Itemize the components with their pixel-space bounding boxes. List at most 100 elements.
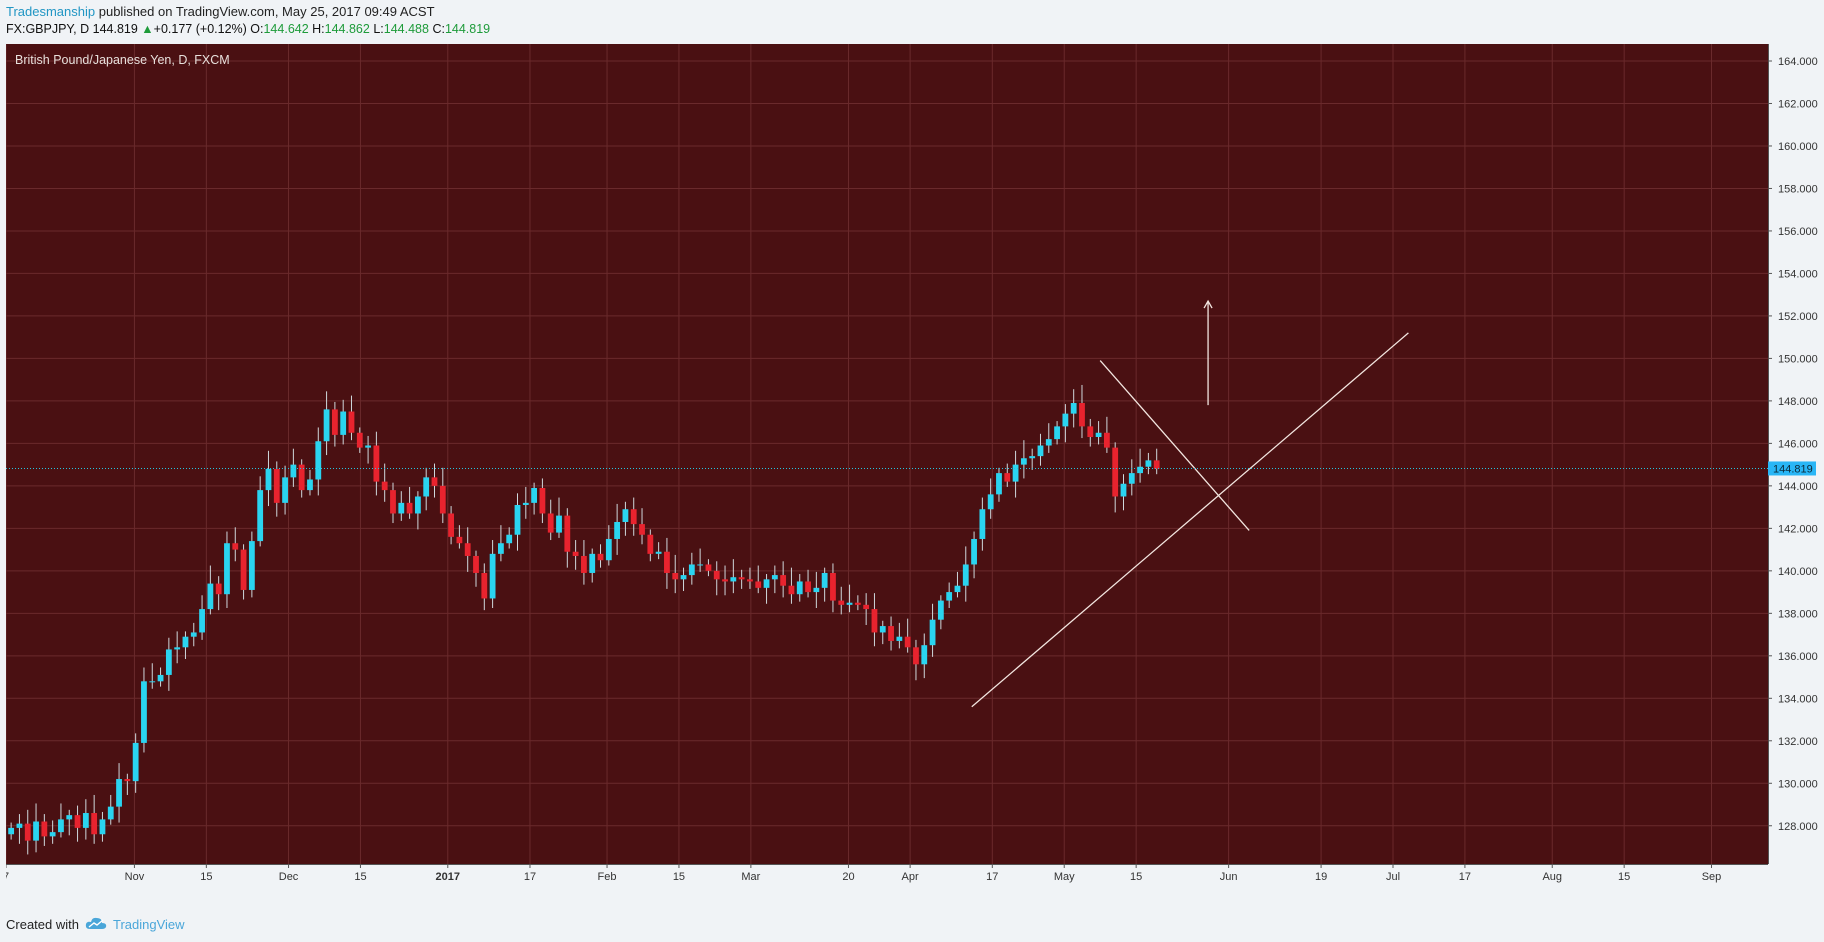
candle-down <box>439 485 446 514</box>
candle-up <box>1037 445 1044 457</box>
candle-down <box>747 579 753 582</box>
candle-up <box>315 441 322 480</box>
candle-up <box>937 600 944 620</box>
candle-up <box>589 553 596 573</box>
price-change: +0.177 (+0.12%) <box>153 22 247 36</box>
candle-up <box>987 494 994 510</box>
time-tick-label: Jul <box>1386 871 1400 883</box>
time-tick-label: May <box>1054 871 1075 883</box>
candle-up <box>556 515 562 533</box>
candle-down <box>664 551 670 573</box>
chart-title: British Pound/Japanese Yen, D, FXCM <box>15 53 230 67</box>
candle-up <box>1054 426 1060 440</box>
candle-up <box>248 541 255 590</box>
candle-up <box>954 585 961 593</box>
candle-down <box>356 432 363 448</box>
candle-down <box>1087 426 1094 438</box>
tradingview-link[interactable]: TradingView <box>85 916 185 933</box>
publish-info: Tradesmanship published on TradingView.c… <box>6 4 435 20</box>
candle-up <box>1128 473 1135 484</box>
candle-up <box>979 509 986 539</box>
last-price: 144.819 <box>92 22 138 36</box>
candles <box>8 384 1160 855</box>
price-badge-label: 144.819 <box>1773 463 1813 475</box>
candle-down <box>473 555 479 573</box>
candle-up <box>107 806 114 820</box>
candle-down <box>448 513 454 537</box>
trendline <box>1099 360 1250 531</box>
footer: Created with TradingView <box>6 916 185 933</box>
candle-down <box>381 481 388 491</box>
close-value: 144.819 <box>444 22 491 36</box>
price-tick-label: 130.000 <box>1778 778 1818 790</box>
candle-down <box>871 609 878 633</box>
candle-up <box>622 509 629 522</box>
candle-up <box>8 827 15 835</box>
candle-down <box>348 411 355 433</box>
candle-up <box>971 538 977 565</box>
candle-up <box>257 490 264 542</box>
low-label: L: <box>373 22 384 36</box>
trendline <box>971 332 1409 708</box>
chart-area[interactable]: British Pound/Japanese Yen, D, FXCM 164.… <box>3 44 1818 904</box>
tradingview-cloud-icon <box>85 916 107 933</box>
author-link[interactable]: Tradesmanship <box>6 4 96 19</box>
candle-down <box>539 487 546 514</box>
candle-up <box>265 468 272 491</box>
candle-up <box>323 409 330 442</box>
candle-up <box>33 821 39 841</box>
time-tick-label: 17 <box>1459 871 1471 883</box>
candle-down <box>572 551 579 556</box>
candle-down <box>854 602 861 605</box>
published-text: published on TradingView.com, May 25, 20… <box>95 4 435 19</box>
tradingview-brand: TradingView <box>112 917 185 932</box>
price-axis[interactable]: 164.000 162.000 160.000 158.000 156.000 154.0… <box>1768 44 1818 864</box>
time-axis[interactable]: 7 Nov 15 Dec 15 2017 17 Feb 15 Mar 20 Apr 17 May 15 Jun… <box>3 864 1818 904</box>
candle-up <box>688 564 695 576</box>
price-tick-label: 148.000 <box>1778 396 1818 408</box>
price-tick-label: 154.000 <box>1778 268 1818 280</box>
candle-up <box>489 553 496 599</box>
candle-down <box>298 464 305 491</box>
candle-up <box>605 538 612 561</box>
candle-up <box>531 487 538 503</box>
price-chart[interactable]: British Pound/Japanese Yen, D, FXCM 164.… <box>3 44 1818 904</box>
time-tick-label: Nov <box>125 871 145 883</box>
candle-up <box>199 609 205 633</box>
candle-down <box>672 572 679 580</box>
price-tick-label: 152.000 <box>1778 311 1818 323</box>
candle-up <box>1095 432 1102 438</box>
candle-down <box>481 572 488 599</box>
candle-down <box>456 536 463 544</box>
candle-up <box>207 583 214 610</box>
candle-up <box>498 543 504 554</box>
candle-down <box>904 636 911 648</box>
candle-down <box>74 815 81 828</box>
candle-up <box>821 572 828 588</box>
candle-down <box>390 490 396 514</box>
candle-down <box>547 513 554 533</box>
candle-up <box>1120 483 1127 497</box>
time-tick-label: 15 <box>354 871 366 883</box>
candle-down <box>41 821 48 837</box>
price-tick-label: 132.000 <box>1778 736 1818 748</box>
time-tick-label: 17 <box>524 871 536 883</box>
candle-up <box>182 636 189 648</box>
time-tick-label: Apr <box>902 871 919 883</box>
price-tick-label: 142.000 <box>1778 523 1818 535</box>
candle-up <box>996 473 1002 495</box>
candle-down <box>630 509 637 525</box>
candle-down <box>464 543 471 556</box>
candle-up <box>1012 464 1019 482</box>
candle-up <box>522 502 529 505</box>
candle-down <box>24 823 31 841</box>
candle-down <box>913 647 919 665</box>
candle-up <box>132 742 139 782</box>
candle-up <box>1062 413 1069 427</box>
candle-up <box>16 823 23 828</box>
candle-up <box>879 626 886 633</box>
candle-up <box>1045 439 1052 446</box>
candle-up <box>921 645 928 665</box>
time-tick-label: 2017 <box>436 871 460 883</box>
candle-down <box>788 585 795 595</box>
